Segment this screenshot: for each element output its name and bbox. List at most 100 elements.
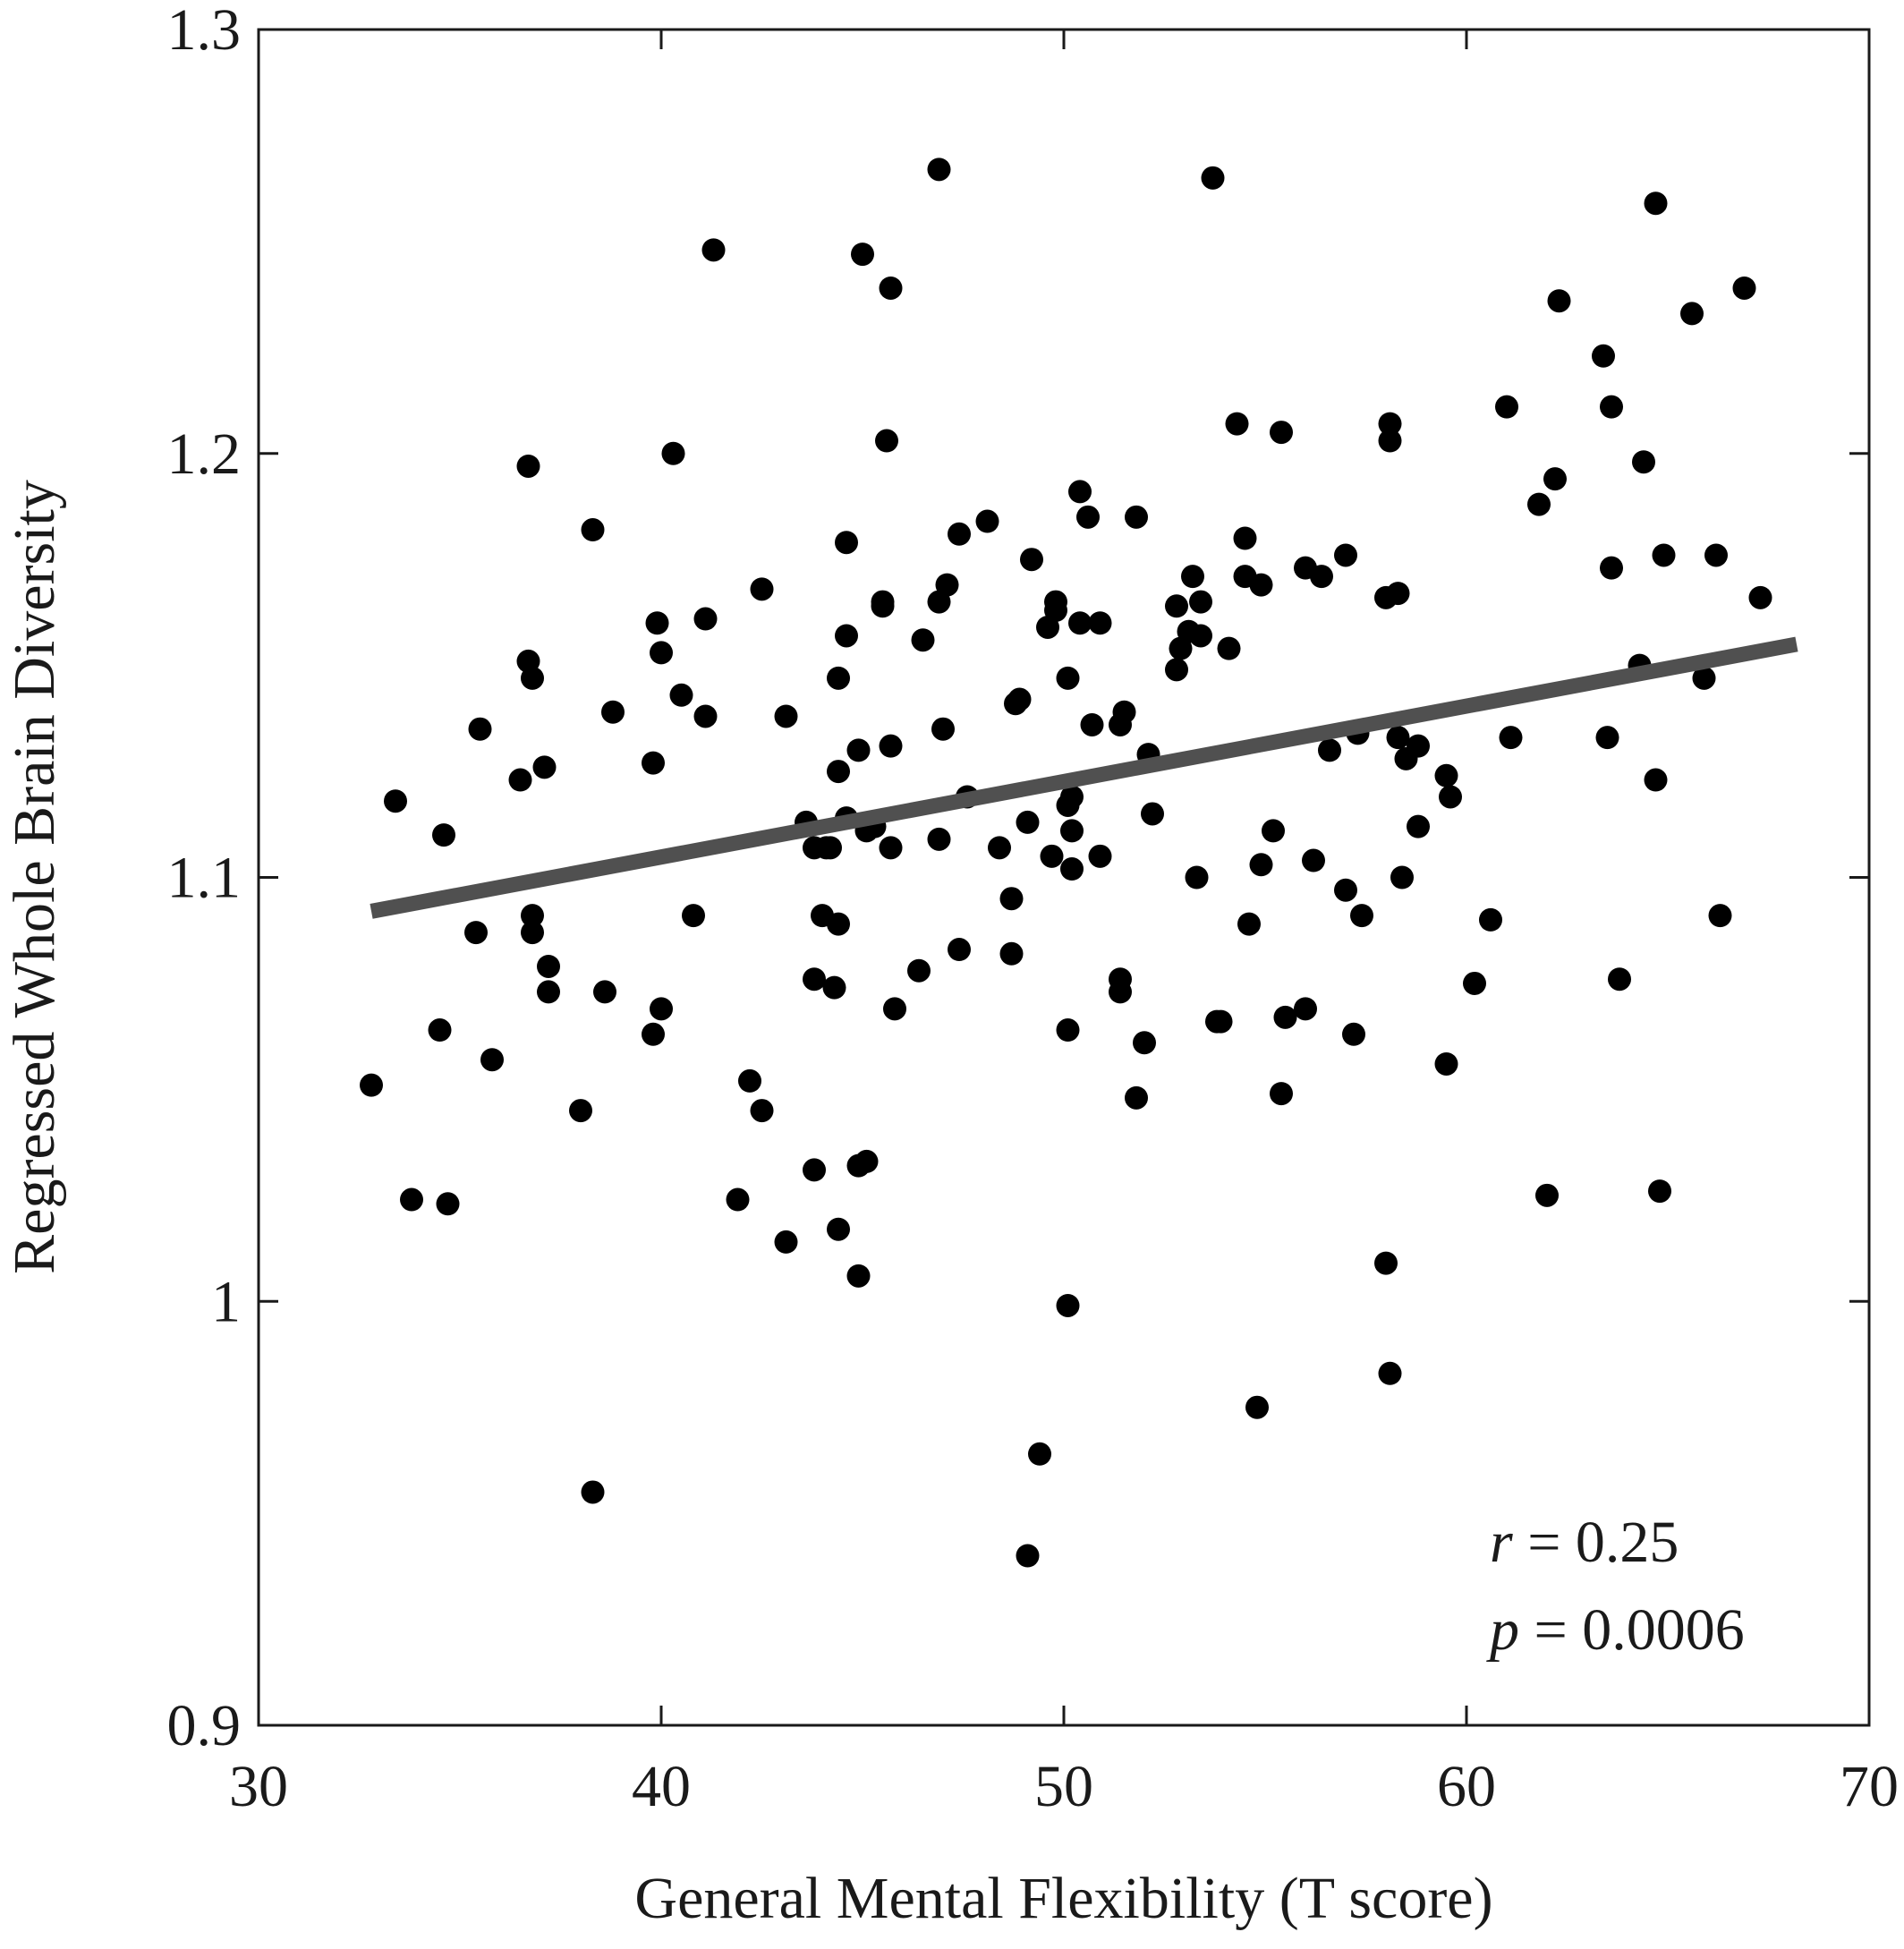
data-point <box>581 518 605 542</box>
data-point <box>1016 1544 1040 1568</box>
x-tick-label: 40 <box>632 1754 691 1819</box>
data-point <box>464 921 488 945</box>
data-point <box>1608 967 1631 992</box>
data-point <box>1434 763 1458 787</box>
data-point <box>1141 802 1164 826</box>
data-point <box>726 1187 750 1212</box>
y-tick-label: 1.1 <box>167 846 242 911</box>
data-point <box>1217 636 1241 660</box>
data-point <box>480 1048 504 1072</box>
data-point <box>1592 344 1615 368</box>
data-point <box>846 738 871 762</box>
data-point <box>1644 768 1668 792</box>
x-tick-label: 70 <box>1840 1754 1899 1819</box>
data-point <box>1189 590 1212 614</box>
data-point <box>1125 1085 1148 1110</box>
data-point <box>1040 844 1064 868</box>
data-point <box>1133 1031 1156 1055</box>
data-point <box>1209 1009 1233 1034</box>
regression-line <box>370 636 1798 919</box>
data-point <box>1044 599 1067 623</box>
data-point <box>1201 166 1225 190</box>
data-point <box>1249 573 1273 597</box>
data-point <box>1185 865 1209 889</box>
y-axis-label: Regressed Whole Brain Diversity <box>2 480 67 1274</box>
data-point <box>907 958 931 983</box>
data-point <box>436 1192 460 1216</box>
data-point <box>1273 1005 1297 1029</box>
data-point <box>693 607 718 631</box>
data-point <box>1390 865 1414 889</box>
data-point <box>682 904 705 928</box>
y-tick-label: 0.9 <box>167 1693 242 1758</box>
data-point <box>1245 1395 1269 1419</box>
data-point <box>1527 492 1551 516</box>
x-axis-label: General Mental Flexibility (T score) <box>634 1866 1492 1931</box>
data-point <box>822 975 846 1000</box>
data-point <box>693 704 718 728</box>
data-point <box>988 836 1011 860</box>
data-point <box>1249 853 1273 877</box>
data-point <box>871 590 895 614</box>
data-point <box>581 1480 605 1504</box>
data-point <box>1386 726 1410 750</box>
data-point <box>1068 480 1092 504</box>
data-point <box>601 700 625 724</box>
data-point <box>1407 734 1430 758</box>
stat-r-symbol: r <box>1490 1510 1513 1575</box>
data-point <box>521 666 544 690</box>
data-point <box>1748 585 1772 609</box>
data-point <box>750 1099 774 1123</box>
data-point <box>645 611 669 635</box>
data-point <box>661 441 685 465</box>
data-point <box>835 531 858 555</box>
data-point <box>1732 276 1756 300</box>
data-point <box>1386 582 1410 606</box>
data-point <box>827 666 850 690</box>
stat-p-value: = 0.0006 <box>1519 1597 1745 1663</box>
data-point <box>532 755 557 779</box>
data-point <box>879 276 903 300</box>
data-point <box>875 429 898 453</box>
data-point <box>1632 450 1655 474</box>
data-point <box>1350 904 1373 928</box>
data-point <box>1407 814 1430 838</box>
data-point <box>827 912 850 936</box>
data-point <box>1088 611 1112 635</box>
data-point <box>516 454 540 478</box>
data-point <box>1181 565 1204 589</box>
data-point <box>593 980 616 1004</box>
data-point <box>1648 1179 1671 1204</box>
data-point <box>948 938 971 962</box>
data-point <box>846 1264 871 1288</box>
data-point <box>1007 687 1032 711</box>
data-point <box>911 628 935 652</box>
plot-area-frame <box>257 28 1871 1727</box>
stat-r-value: = 0.25 <box>1513 1510 1679 1575</box>
data-point <box>1644 191 1668 216</box>
x-tick-label: 60 <box>1437 1754 1496 1819</box>
data-point <box>975 509 999 533</box>
data-point <box>827 760 850 784</box>
points-layer <box>360 157 1772 1568</box>
data-point <box>999 887 1024 911</box>
data-point <box>931 717 955 741</box>
data-point <box>1056 1018 1080 1043</box>
stat-r-annotation: r = 0.25 <box>1490 1510 1679 1575</box>
data-point <box>1374 1251 1398 1275</box>
data-point <box>1310 565 1333 589</box>
data-point <box>1056 1293 1080 1317</box>
data-point <box>1068 611 1092 635</box>
data-point <box>1692 666 1716 690</box>
data-point <box>1595 726 1619 750</box>
data-point <box>1680 302 1704 326</box>
data-point <box>1434 1051 1458 1076</box>
x-tick-label: 50 <box>1034 1754 1093 1819</box>
data-point <box>1109 980 1132 1004</box>
data-point <box>384 789 407 813</box>
data-point <box>1225 412 1249 436</box>
data-point <box>1463 971 1486 995</box>
data-point <box>927 157 951 182</box>
data-point <box>827 1217 850 1241</box>
